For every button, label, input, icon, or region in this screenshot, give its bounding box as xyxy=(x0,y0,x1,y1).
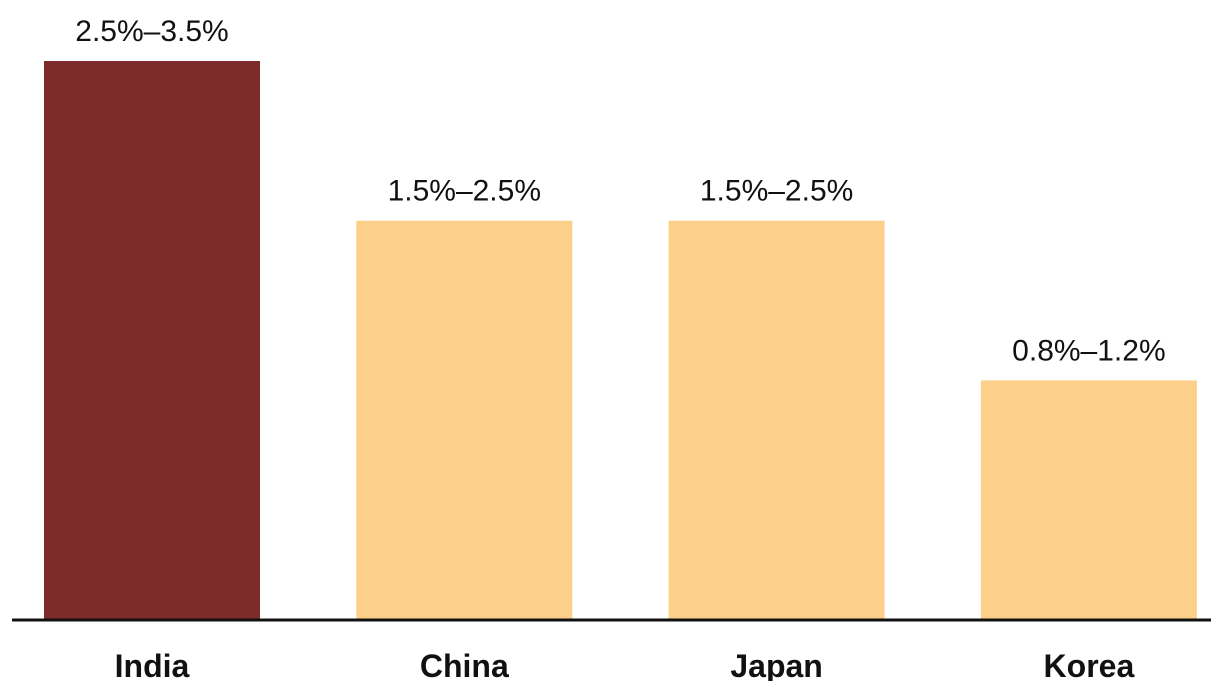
bar-korea xyxy=(981,380,1197,620)
category-label-china: China xyxy=(420,648,509,681)
category-label-india: India xyxy=(115,648,190,681)
category-label-korea: Korea xyxy=(1044,648,1135,681)
category-label-japan: Japan xyxy=(730,648,822,681)
bar-china xyxy=(356,221,572,620)
bar-japan xyxy=(669,221,885,620)
data-label-korea: 0.8%–1.2% xyxy=(1012,334,1165,367)
category-labels-layer: India China Japan Korea xyxy=(115,648,1135,681)
bar-india xyxy=(44,61,260,620)
data-label-india: 2.5%–3.5% xyxy=(75,15,228,48)
data-label-china: 1.5%–2.5% xyxy=(388,175,541,208)
data-label-japan: 1.5%–2.5% xyxy=(700,175,853,208)
